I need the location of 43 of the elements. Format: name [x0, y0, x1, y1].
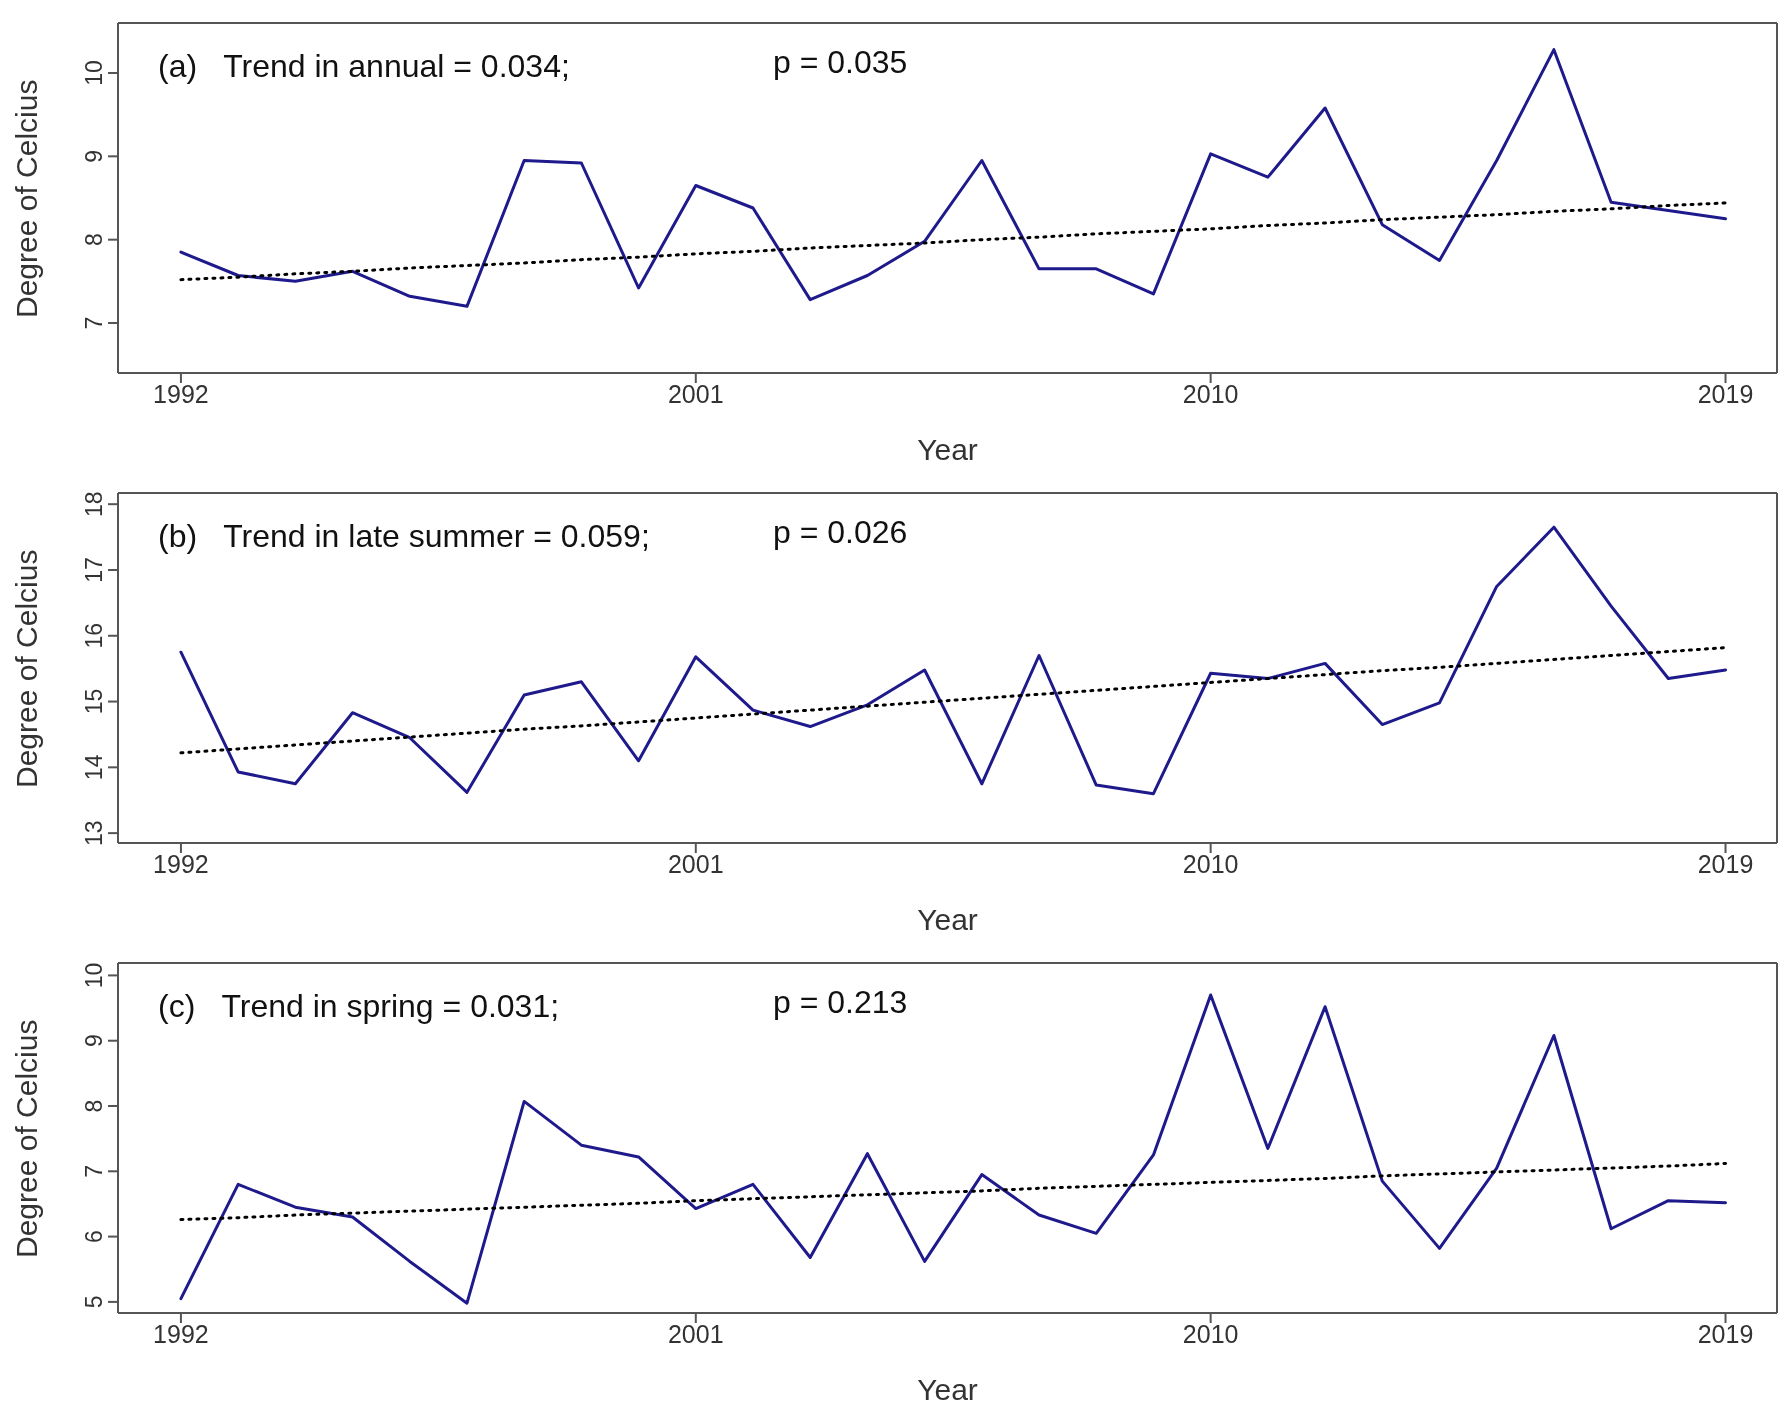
x-tick-label: 2010 — [1182, 379, 1239, 408]
x-tick-label: 1992 — [153, 379, 209, 408]
y-tick-label: 8 — [81, 1099, 107, 1113]
y-tick-label: 14 — [81, 754, 107, 781]
x-tick-label: 2010 — [1182, 849, 1239, 878]
y-tick-label: 6 — [81, 1230, 107, 1243]
y-tick-label: 8 — [81, 233, 107, 247]
annotation: (c) Trend in spring = 0.031; — [158, 988, 560, 1025]
x-tick-label: 2010 — [1182, 1319, 1239, 1348]
x-tick-label: 1992 — [153, 849, 209, 878]
y-tick-label: 18 — [81, 491, 107, 517]
line-series — [179, 201, 1728, 282]
y-tick-label: 17 — [81, 557, 107, 583]
x-tick-label: 1992 — [153, 1319, 209, 1348]
annotation: p = 0.213 — [773, 984, 908, 1021]
y-tick-label: 16 — [81, 622, 107, 649]
x-tick-label: 2019 — [1697, 849, 1754, 878]
y-axis-title: Degree of Celcius — [9, 549, 43, 788]
x-tick-label: 2001 — [667, 849, 724, 878]
x-tick-label: 2019 — [1697, 379, 1754, 408]
y-tick-label: 7 — [81, 1164, 107, 1178]
x-tick-label: 2019 — [1697, 1319, 1754, 1348]
x-axis-title: Year — [917, 903, 978, 936]
y-tick-label: 9 — [81, 1034, 107, 1048]
annotation: (a) Trend in annual = 0.034; — [158, 48, 570, 85]
x-tick-label: 2001 — [667, 379, 724, 408]
annotation: p = 0.026 — [773, 514, 908, 551]
annotation: p = 0.035 — [773, 44, 908, 81]
y-tick-label: 7 — [81, 316, 107, 330]
line-series — [179, 646, 1728, 755]
y-axis-title: Degree of Celcius — [9, 1019, 43, 1258]
y-tick-label: 15 — [81, 688, 107, 715]
y-tick-label: 5 — [81, 1295, 107, 1309]
line-series — [179, 1161, 1728, 1222]
x-tick-label: 2001 — [667, 1319, 724, 1348]
y-tick-label: 10 — [81, 962, 107, 989]
y-tick-label: 10 — [81, 60, 107, 86]
y-axis-title: Degree of Celcius — [9, 79, 43, 318]
x-axis-title: Year — [917, 433, 978, 466]
annotation: (b) Trend in late summer = 0.059; — [158, 518, 650, 555]
x-axis-title: Year — [917, 1373, 978, 1406]
y-tick-label: 13 — [81, 820, 107, 846]
y-tick-label: 9 — [81, 149, 107, 163]
